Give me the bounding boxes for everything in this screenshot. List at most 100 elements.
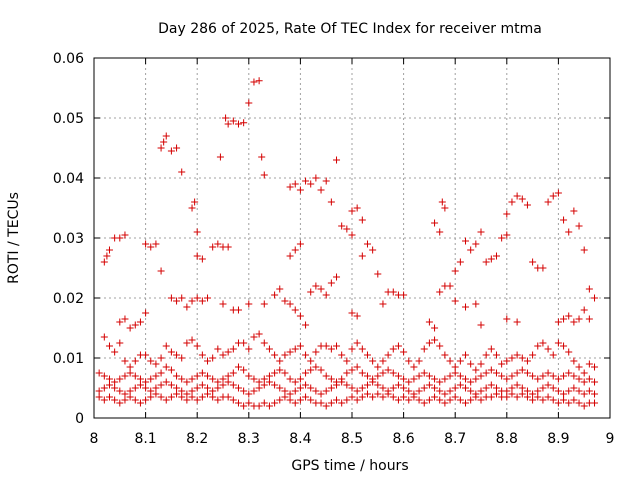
data-point [322,342,330,350]
data-point [570,357,578,365]
data-point [358,345,366,353]
data-point [554,375,562,383]
data-point [591,399,599,407]
data-point [126,324,134,332]
data-point [338,378,346,386]
data-point [348,393,356,401]
data-point [549,384,557,392]
data-point [307,357,315,365]
data-point [456,372,464,380]
data-point [216,153,224,161]
data-point [245,390,253,398]
data-point [369,246,377,254]
data-point [539,372,547,380]
data-point [198,393,206,401]
data-point [554,387,562,395]
data-point [209,354,217,362]
data-point [523,387,531,395]
data-point [451,297,459,305]
data-point [560,342,568,350]
data-point [394,381,402,389]
data-point [462,384,470,392]
data-point [477,396,485,404]
data-point [503,387,511,395]
data-point [529,390,537,398]
data-point [312,282,320,290]
data-point [487,255,495,263]
data-point [389,384,397,392]
data-point [575,375,583,383]
data-point [116,339,124,347]
data-point [126,369,134,377]
data-point [296,342,304,350]
data-point [147,243,155,251]
data-point [327,399,335,407]
data-point [570,318,578,326]
data-point [204,294,212,302]
data-point [234,120,242,128]
data-point [482,384,490,392]
data-point [513,318,521,326]
data-point [374,270,382,278]
data-point [498,360,506,368]
data-point [451,384,459,392]
data-point [312,363,320,371]
data-point [142,351,150,359]
data-point [410,393,418,401]
data-point [539,384,547,392]
data-point [116,387,124,395]
data-point [410,363,418,371]
data-point [240,119,248,127]
data-point [111,378,119,386]
data-point [353,312,361,320]
data-point [224,372,232,380]
data-point [358,384,366,392]
data-point [420,399,428,407]
data-point [560,390,568,398]
data-point [307,366,315,374]
data-point [296,186,304,194]
data-point [544,393,552,401]
data-point [167,147,175,155]
data-point [265,378,273,386]
data-point [281,387,289,395]
data-point [121,372,129,380]
data-point [534,393,542,401]
data-point [260,381,268,389]
data-point [147,375,155,383]
data-point [565,312,573,320]
data-point [570,372,578,380]
data-point [193,372,201,380]
data-point [322,372,330,380]
data-point [111,348,119,356]
data-point [162,363,170,371]
data-point [142,240,150,248]
data-point [431,375,439,383]
data-point [302,351,310,359]
data-point [322,177,330,185]
data-point [353,204,361,212]
y-axis-title: ROTI / TECUs [6,192,22,284]
data-point [229,345,237,353]
data-point [394,372,402,380]
data-point [591,294,599,302]
data-point [260,375,268,383]
data-point [333,381,341,389]
data-point [518,390,526,398]
data-point [353,387,361,395]
data-point [286,300,294,308]
data-point [193,384,201,392]
data-point [258,153,266,161]
data-point [178,393,186,401]
data-point [271,399,279,407]
data-point [95,387,103,395]
x-axis-title: GPS time / hours [291,458,408,474]
data-point [234,399,242,407]
data-point [374,390,382,398]
data-point [131,384,139,392]
data-point [379,369,387,377]
data-point [554,318,562,326]
data-point [529,351,537,359]
data-point [291,306,299,314]
